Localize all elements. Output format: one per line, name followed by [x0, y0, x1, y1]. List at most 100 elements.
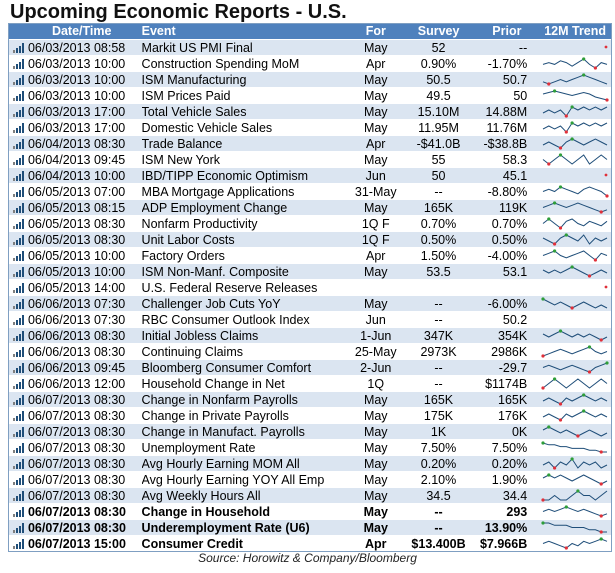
- table-row[interactable]: 06/04/2013 10:00 IBD/TIPP Economic Optimi…: [9, 167, 611, 183]
- row-for: 1Q: [367, 377, 385, 391]
- bar-chart-icon[interactable]: [9, 520, 28, 535]
- table-row[interactable]: 06/06/2013 08:30 Continuing Claims 25-May 2…: [9, 343, 611, 359]
- table-row[interactable]: 06/05/2013 10:00 ISM Non-Manf. Composite M…: [9, 263, 611, 279]
- table-row[interactable]: 06/06/2013 07:30 Challenger Job Cuts YoY M…: [9, 295, 611, 311]
- table-row[interactable]: 06/07/2013 08:30 Unemployment Rate May 7.50…: [9, 439, 611, 455]
- row-for: May: [363, 201, 388, 215]
- table-row[interactable]: 06/06/2013 08:30 Initial Jobless Claims 1-…: [9, 327, 611, 343]
- bar-chart-icon[interactable]: [9, 456, 28, 471]
- bar-chart-icon[interactable]: [9, 328, 28, 343]
- table-row[interactable]: 06/07/2013 08:30 Change in Household May --…: [9, 503, 611, 519]
- row-for: May: [363, 265, 388, 279]
- bar-chart-icon[interactable]: [9, 200, 28, 215]
- table-row[interactable]: 06/05/2013 08:30 Nonfarm Productivity 1Q F…: [9, 215, 611, 231]
- table-row[interactable]: 06/06/2013 07:30 RBC Consumer Outlook Ind…: [9, 311, 611, 327]
- bar-chart-icon[interactable]: [9, 232, 28, 247]
- bar-chart-icon[interactable]: [9, 424, 28, 439]
- table-row[interactable]: 06/07/2013 08:30 Change in Manufact. Payr…: [9, 423, 611, 439]
- bar-chart-icon[interactable]: [9, 536, 28, 551]
- bar-chart-icon[interactable]: [9, 296, 28, 311]
- bar-chart-icon[interactable]: [9, 56, 28, 71]
- table-row[interactable]: 06/05/2013 10:00 Factory Orders Apr 1.50% -4…: [9, 247, 611, 263]
- row-prior: 293: [506, 505, 528, 519]
- table-row[interactable]: 06/07/2013 08:30 Underemployment Rate (U6…: [9, 519, 611, 535]
- table-row[interactable]: 06/03/2013 10:00 ISM Prices Paid May 49.5 50: [9, 87, 611, 103]
- table-row[interactable]: 06/03/2013 10:00 ISM Manufacturing May 50.5…: [9, 71, 611, 87]
- row-for: Jun: [365, 169, 386, 183]
- table-row[interactable]: 06/07/2013 15:00 Consumer Credit Apr $13.40…: [9, 535, 611, 551]
- row-event: Change in Nonfarm Payrolls: [141, 393, 298, 407]
- row-for: May: [363, 473, 388, 487]
- bar-chart-icon[interactable]: [9, 440, 28, 455]
- row-survey: 2973K: [420, 345, 457, 359]
- table-row[interactable]: 06/06/2013 09:45 Bloomberg Consumer Comfo…: [9, 359, 611, 375]
- bar-chart-icon[interactable]: [9, 376, 28, 391]
- sparkline-low-marker: [541, 498, 545, 502]
- table-row[interactable]: 06/03/2013 17:00 Total Vehicle Sales May 15…: [9, 103, 611, 119]
- sparkline-low-marker: [570, 306, 574, 310]
- table-row[interactable]: 06/03/2013 08:58 Markit US PMI Final May 52…: [9, 39, 611, 55]
- bar-chart-icon[interactable]: [9, 312, 28, 327]
- row-event: MBA Mortgage Applications: [141, 185, 295, 199]
- row-survey: 7.50%: [420, 441, 457, 455]
- table-row[interactable]: 06/04/2013 08:30 Trade Balance Apr -$41.0B -…: [9, 135, 611, 151]
- table-row[interactable]: 06/05/2013 08:30 Unit Labor Costs 1Q F 0.50…: [9, 231, 611, 247]
- row-prior: 176K: [498, 409, 528, 423]
- row-survey: 165K: [423, 393, 454, 407]
- row-for: 2-Jun: [360, 361, 392, 375]
- table-row[interactable]: 06/04/2013 09:45 ISM New York May 55 58.3: [9, 151, 611, 167]
- table-body: 06/03/2013 08:58 Markit US PMI Final May 52…: [9, 39, 611, 551]
- table-row[interactable]: 06/07/2013 08:30 Avg Weekly Hours All May 3…: [9, 487, 611, 503]
- bar-chart-icon[interactable]: [9, 184, 28, 199]
- sparkline-path: [543, 122, 608, 133]
- table-row[interactable]: 06/07/2013 08:30 Change in Nonfarm Payrol…: [9, 391, 611, 407]
- table-row[interactable]: 06/03/2013 10:00 Construction Spending Mo…: [9, 55, 611, 71]
- bar-chart-icon[interactable]: [9, 152, 28, 167]
- table-row[interactable]: 06/07/2013 08:30 Avg Hourly Earning YOY A…: [9, 471, 611, 487]
- bar-chart-icon[interactable]: [9, 280, 28, 295]
- trend-sparkline: [539, 168, 611, 183]
- sparkline-path: [543, 90, 608, 101]
- row-survey: 15.10M: [417, 105, 460, 119]
- bar-chart-icon[interactable]: [9, 504, 28, 519]
- bar-chart-icon[interactable]: [9, 472, 28, 487]
- row-survey: --: [434, 505, 443, 519]
- trend-sparkline: [539, 120, 611, 135]
- trend-sparkline: [539, 360, 611, 375]
- row-event: Total Vehicle Sales: [141, 105, 247, 119]
- table-row[interactable]: 06/05/2013 14:00 U.S. Federal Reserve Rel…: [9, 279, 611, 295]
- bar-chart-icon[interactable]: [9, 136, 28, 151]
- bar-chart-icon[interactable]: [9, 216, 28, 231]
- sparkline-path: [543, 490, 608, 501]
- header-date[interactable]: Date/Time: [51, 24, 112, 38]
- bar-chart-icon[interactable]: [9, 392, 28, 407]
- bar-chart-icon[interactable]: [9, 360, 28, 375]
- row-event: Factory Orders: [141, 249, 225, 263]
- bar-chart-icon[interactable]: [9, 408, 28, 423]
- header-prior[interactable]: Prior: [492, 24, 522, 38]
- bar-chart-icon[interactable]: [9, 168, 28, 183]
- table-row[interactable]: 06/05/2013 07:00 MBA Mortgage Application…: [9, 183, 611, 199]
- bar-chart-icon[interactable]: [9, 248, 28, 263]
- bar-chart-icon[interactable]: [9, 40, 28, 55]
- header-survey[interactable]: Survey: [417, 24, 460, 38]
- row-survey: 11.95M: [418, 121, 459, 135]
- bar-chart-icon[interactable]: [9, 72, 28, 87]
- bar-chart-icon[interactable]: [9, 104, 28, 119]
- table-row[interactable]: 06/05/2013 08:15 ADP Employment Change May…: [9, 199, 611, 215]
- bar-chart-icon[interactable]: [9, 264, 28, 279]
- table-row[interactable]: 06/07/2013 08:30 Change in Private Payrol…: [9, 407, 611, 423]
- sparkline-low-marker: [559, 226, 563, 230]
- bar-chart-icon[interactable]: [9, 120, 28, 135]
- row-survey: --: [434, 185, 443, 199]
- bar-chart-icon[interactable]: [9, 488, 28, 503]
- header-event[interactable]: Event: [141, 24, 176, 38]
- header-trend[interactable]: 12M Trend: [544, 24, 607, 38]
- bar-chart-icon[interactable]: [9, 88, 28, 103]
- table-row[interactable]: 06/06/2013 12:00 Household Change in Net 1…: [9, 375, 611, 391]
- bar-chart-icon[interactable]: [9, 344, 28, 359]
- table-row[interactable]: 06/07/2013 08:30 Avg Hourly Earning MOM A…: [9, 455, 611, 471]
- header-for[interactable]: For: [365, 24, 386, 38]
- table-row[interactable]: 06/03/2013 17:00 Domestic Vehicle Sales Ma…: [9, 119, 611, 135]
- row-survey: 0.20%: [420, 457, 457, 471]
